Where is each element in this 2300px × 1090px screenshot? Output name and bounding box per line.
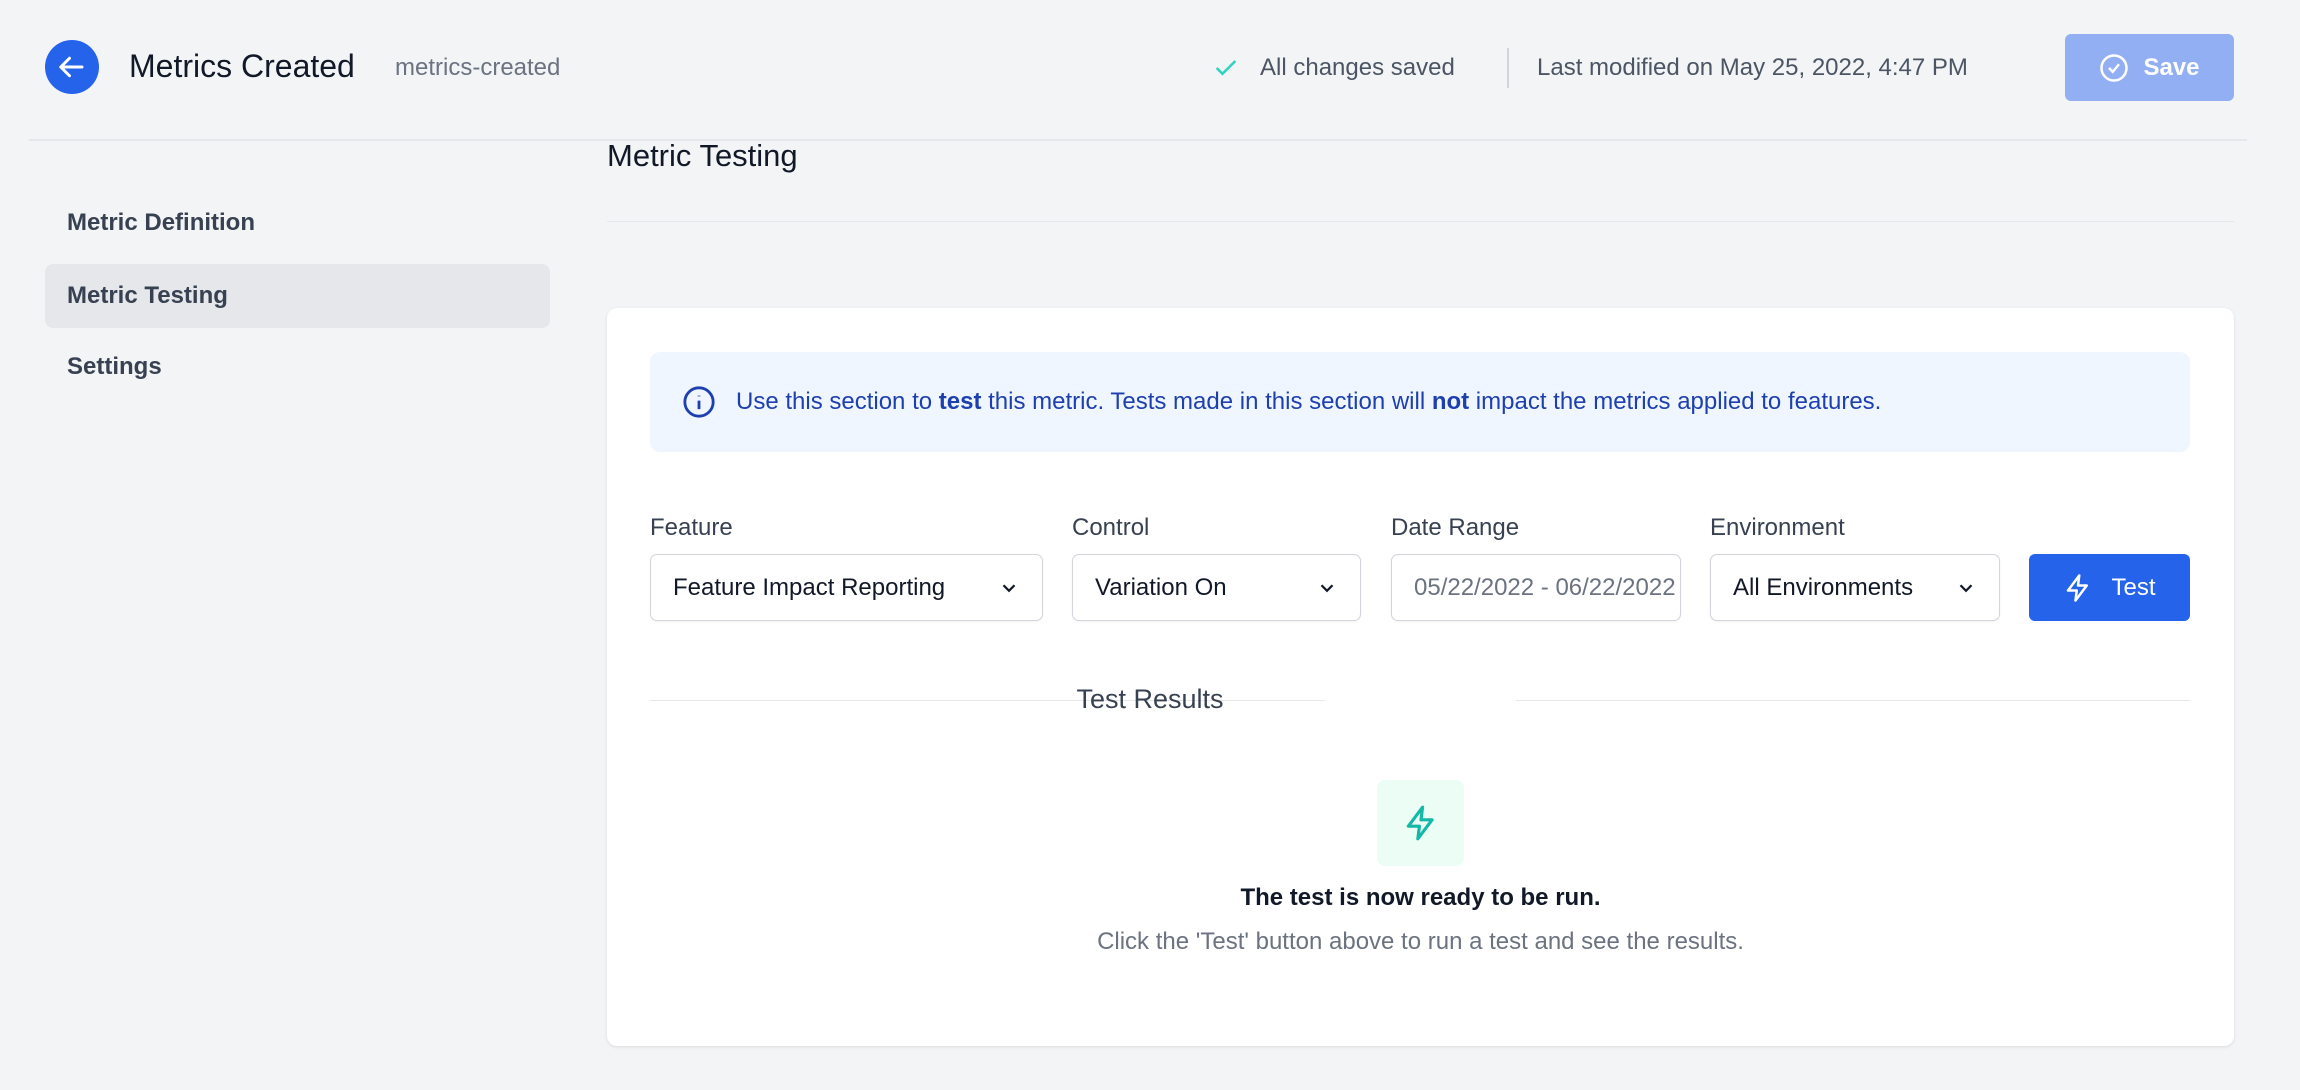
info-icon bbox=[683, 386, 715, 418]
date-range-label: Date Range bbox=[1391, 514, 1520, 541]
lightning-icon bbox=[2067, 573, 2089, 602]
check-icon bbox=[1215, 60, 1237, 76]
ready-message: The test is now ready to be run. bbox=[1240, 884, 1601, 911]
environment-value: All Environments bbox=[1733, 573, 1914, 601]
feature-select[interactable]: Feature Impact Reporting bbox=[650, 554, 1043, 621]
chevron-down-icon bbox=[1959, 583, 1973, 592]
page-title: Metrics Created bbox=[129, 48, 355, 84]
chevron-down-icon bbox=[1320, 583, 1334, 592]
sidebar-item-settings[interactable]: Settings bbox=[67, 353, 162, 380]
section-divider bbox=[607, 221, 2234, 222]
ready-hint: Click the 'Test' button above to run a t… bbox=[1097, 928, 1744, 955]
header-divider bbox=[29, 139, 2247, 141]
results-divider-left bbox=[650, 700, 1325, 701]
arrow-left-icon bbox=[59, 56, 84, 78]
test-label: Test bbox=[2111, 573, 2156, 601]
info-banner: Use this section to test this metric. Te… bbox=[650, 352, 2190, 452]
date-range-input[interactable]: 05/22/2022 - 06/22/2022 bbox=[1391, 554, 1681, 621]
feature-label: Feature bbox=[650, 514, 733, 541]
control-value: Variation On bbox=[1095, 573, 1227, 601]
sidebar-item-metric-definition[interactable]: Metric Definition bbox=[67, 209, 256, 236]
environment-label: Environment bbox=[1710, 514, 1845, 541]
section-title: Metric Testing bbox=[607, 138, 798, 173]
save-status-text: All changes saved bbox=[1260, 54, 1455, 81]
feature-value: Feature Impact Reporting bbox=[673, 573, 946, 601]
results-divider-right bbox=[1516, 700, 2190, 701]
test-results-title: Test Results bbox=[1076, 684, 1224, 714]
save-button[interactable]: Save bbox=[2065, 34, 2234, 101]
control-select[interactable]: Variation On bbox=[1072, 554, 1361, 621]
metric-slug: metrics-created bbox=[395, 54, 561, 81]
check-circle-icon bbox=[2100, 53, 2129, 82]
last-modified: Last modified on May 25, 2022, 4:47 PM bbox=[1537, 54, 1968, 81]
save-label: Save bbox=[2143, 53, 2200, 81]
sidebar-item-metric-testing[interactable]: Metric Testing bbox=[45, 264, 550, 328]
chevron-down-icon bbox=[1002, 583, 1016, 592]
info-text: Use this section to test this metric. Te… bbox=[736, 388, 1882, 415]
lightning-icon bbox=[1406, 805, 1434, 841]
divider bbox=[1507, 48, 1509, 88]
test-button[interactable]: Test bbox=[2029, 554, 2190, 621]
save-status: All changes saved bbox=[1212, 54, 1455, 82]
results-icon-box bbox=[1377, 780, 1464, 866]
back-button[interactable] bbox=[45, 40, 99, 94]
control-label: Control bbox=[1072, 514, 1150, 541]
environment-select[interactable]: All Environments bbox=[1710, 554, 2000, 621]
